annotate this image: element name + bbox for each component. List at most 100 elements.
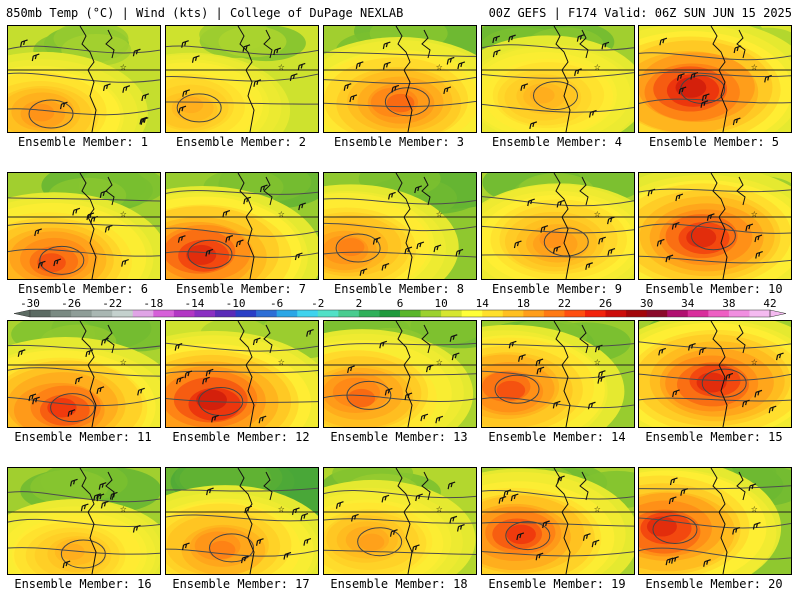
colorbar-swatch <box>297 310 319 317</box>
member-caption-5: Ensemble Member: 5 <box>648 135 780 149</box>
colorbar-swatch <box>71 310 93 317</box>
member-caption-9: Ensemble Member: 9 <box>491 282 623 296</box>
colorbar-swatch <box>543 310 565 317</box>
colorbar-tick-label: 26 <box>599 297 612 310</box>
colorbar-swatch <box>749 310 771 317</box>
svg-text:☆: ☆ <box>436 207 443 220</box>
map-panel-member-5: ☆ <box>638 25 792 133</box>
colorbar-swatch <box>564 310 586 317</box>
colorbar-swatch <box>379 310 401 317</box>
colorbar-swatch <box>215 310 237 317</box>
svg-text:☆: ☆ <box>120 207 127 220</box>
map-panel-member-13: ☆ <box>323 320 477 428</box>
colorbar-tick-label: -18 <box>143 297 163 310</box>
colorbar-tick-label: 10 <box>434 297 447 310</box>
member-caption-10: Ensemble Member: 10 <box>645 282 783 296</box>
colorbar-swatch <box>461 310 483 317</box>
member-caption-13: Ensemble Member: 13 <box>330 430 468 444</box>
colorbar-left-arrow <box>13 309 31 318</box>
svg-text:☆: ☆ <box>594 60 601 73</box>
colorbar-swatch <box>194 310 216 317</box>
svg-text:☆: ☆ <box>278 355 285 368</box>
colorbar-swatch <box>400 310 422 317</box>
colorbar-swatch <box>420 310 442 317</box>
colorbar-swatch <box>585 310 607 317</box>
map-panel-member-4: ☆ <box>481 25 635 133</box>
colorbar-swatch <box>338 310 360 317</box>
svg-text:☆: ☆ <box>751 207 758 220</box>
colorbar-swatch <box>626 310 648 317</box>
colorbar-tick-label: -6 <box>270 297 283 310</box>
member-caption-1: Ensemble Member: 1 <box>17 135 149 149</box>
member-caption-20: Ensemble Member: 20 <box>645 577 783 591</box>
svg-text:☆: ☆ <box>436 60 443 73</box>
member-caption-2: Ensemble Member: 2 <box>175 135 307 149</box>
member-caption-4: Ensemble Member: 4 <box>491 135 623 149</box>
colorbar-tick-label: 2 <box>356 297 363 310</box>
member-caption-19: Ensemble Member: 19 <box>488 577 626 591</box>
colorbar-swatch <box>687 310 709 317</box>
colorbar-swatch <box>235 310 257 317</box>
colorbar-tick-label: 34 <box>681 297 695 310</box>
colorbar-swatch <box>502 310 524 317</box>
map-panel-member-9: ☆ <box>481 172 635 280</box>
svg-text:☆: ☆ <box>436 355 443 368</box>
colorbar-swatch <box>50 310 72 317</box>
colorbar-tick-label: 38 <box>722 297 735 310</box>
map-panel-member-16: ☆ <box>7 467 161 575</box>
svg-text:☆: ☆ <box>278 207 285 220</box>
svg-text:☆: ☆ <box>278 502 285 515</box>
map-panel-member-15: ☆ <box>638 320 792 428</box>
map-panel-member-14: ☆ <box>481 320 635 428</box>
svg-text:☆: ☆ <box>751 60 758 73</box>
colorbar-tick-label: 22 <box>558 297 571 310</box>
svg-text:☆: ☆ <box>594 355 601 368</box>
colorbar-swatch <box>523 310 545 317</box>
map-panel-member-12: ☆ <box>165 320 319 428</box>
colorbar-tick-label: -26 <box>61 297 81 310</box>
colorbar-tick-label: -22 <box>102 297 122 310</box>
colorbar-tick-label: -2 <box>311 297 324 310</box>
member-caption-7: Ensemble Member: 7 <box>175 282 307 296</box>
member-caption-11: Ensemble Member: 11 <box>14 430 152 444</box>
member-caption-14: Ensemble Member: 14 <box>488 430 626 444</box>
svg-text:☆: ☆ <box>751 502 758 515</box>
colorbar-swatch <box>646 310 668 317</box>
member-caption-6: Ensemble Member: 6 <box>17 282 149 296</box>
svg-text:☆: ☆ <box>278 60 285 73</box>
member-caption-3: Ensemble Member: 3 <box>333 135 465 149</box>
map-panel-member-10: ☆ <box>638 172 792 280</box>
colorbar-tick-label: 14 <box>476 297 490 310</box>
map-panel-member-20: ☆ <box>638 467 792 575</box>
member-caption-17: Ensemble Member: 17 <box>172 577 310 591</box>
colorbar-swatch <box>132 310 154 317</box>
colorbar-swatch <box>667 310 689 317</box>
colorbar-swatch <box>605 310 627 317</box>
svg-text:☆: ☆ <box>594 502 601 515</box>
colorbar-tick-label: -14 <box>185 297 205 310</box>
map-panel-member-3: ☆ <box>323 25 477 133</box>
colorbar-tick-label: 18 <box>517 297 530 310</box>
colorbar-swatch <box>276 310 298 317</box>
map-panel-member-17: ☆ <box>165 467 319 575</box>
colorbar-swatch <box>317 310 339 317</box>
colorbar-tick-label: 30 <box>640 297 653 310</box>
header-run-info: 00Z GEFS | F174 Valid: 06Z SUN JUN 15 20… <box>488 6 792 20</box>
colorbar-tick-label: -10 <box>226 297 246 310</box>
colorbar-swatch <box>482 310 504 317</box>
colorbar-swatch <box>91 310 113 317</box>
map-panel-member-7: ☆ <box>165 172 319 280</box>
member-caption-18: Ensemble Member: 18 <box>330 577 468 591</box>
colorbar-tick-label: 42 <box>763 297 776 310</box>
colorbar-swatch <box>153 310 175 317</box>
svg-text:☆: ☆ <box>120 502 127 515</box>
colorbar-tick-label: -30 <box>20 297 40 310</box>
colorbar-swatch <box>112 310 134 317</box>
member-caption-15: Ensemble Member: 15 <box>645 430 783 444</box>
colorbar-swatch <box>256 310 278 317</box>
map-panel-member-8: ☆ <box>323 172 477 280</box>
svg-text:☆: ☆ <box>120 60 127 73</box>
temperature-colorbar: -30 -26 -22 -18 -14 -10 -6 -2 2 6 10 14 18 22 26 30 34 38… <box>0 296 800 324</box>
map-panel-member-6: ☆ <box>7 172 161 280</box>
colorbar-swatch <box>173 310 195 317</box>
